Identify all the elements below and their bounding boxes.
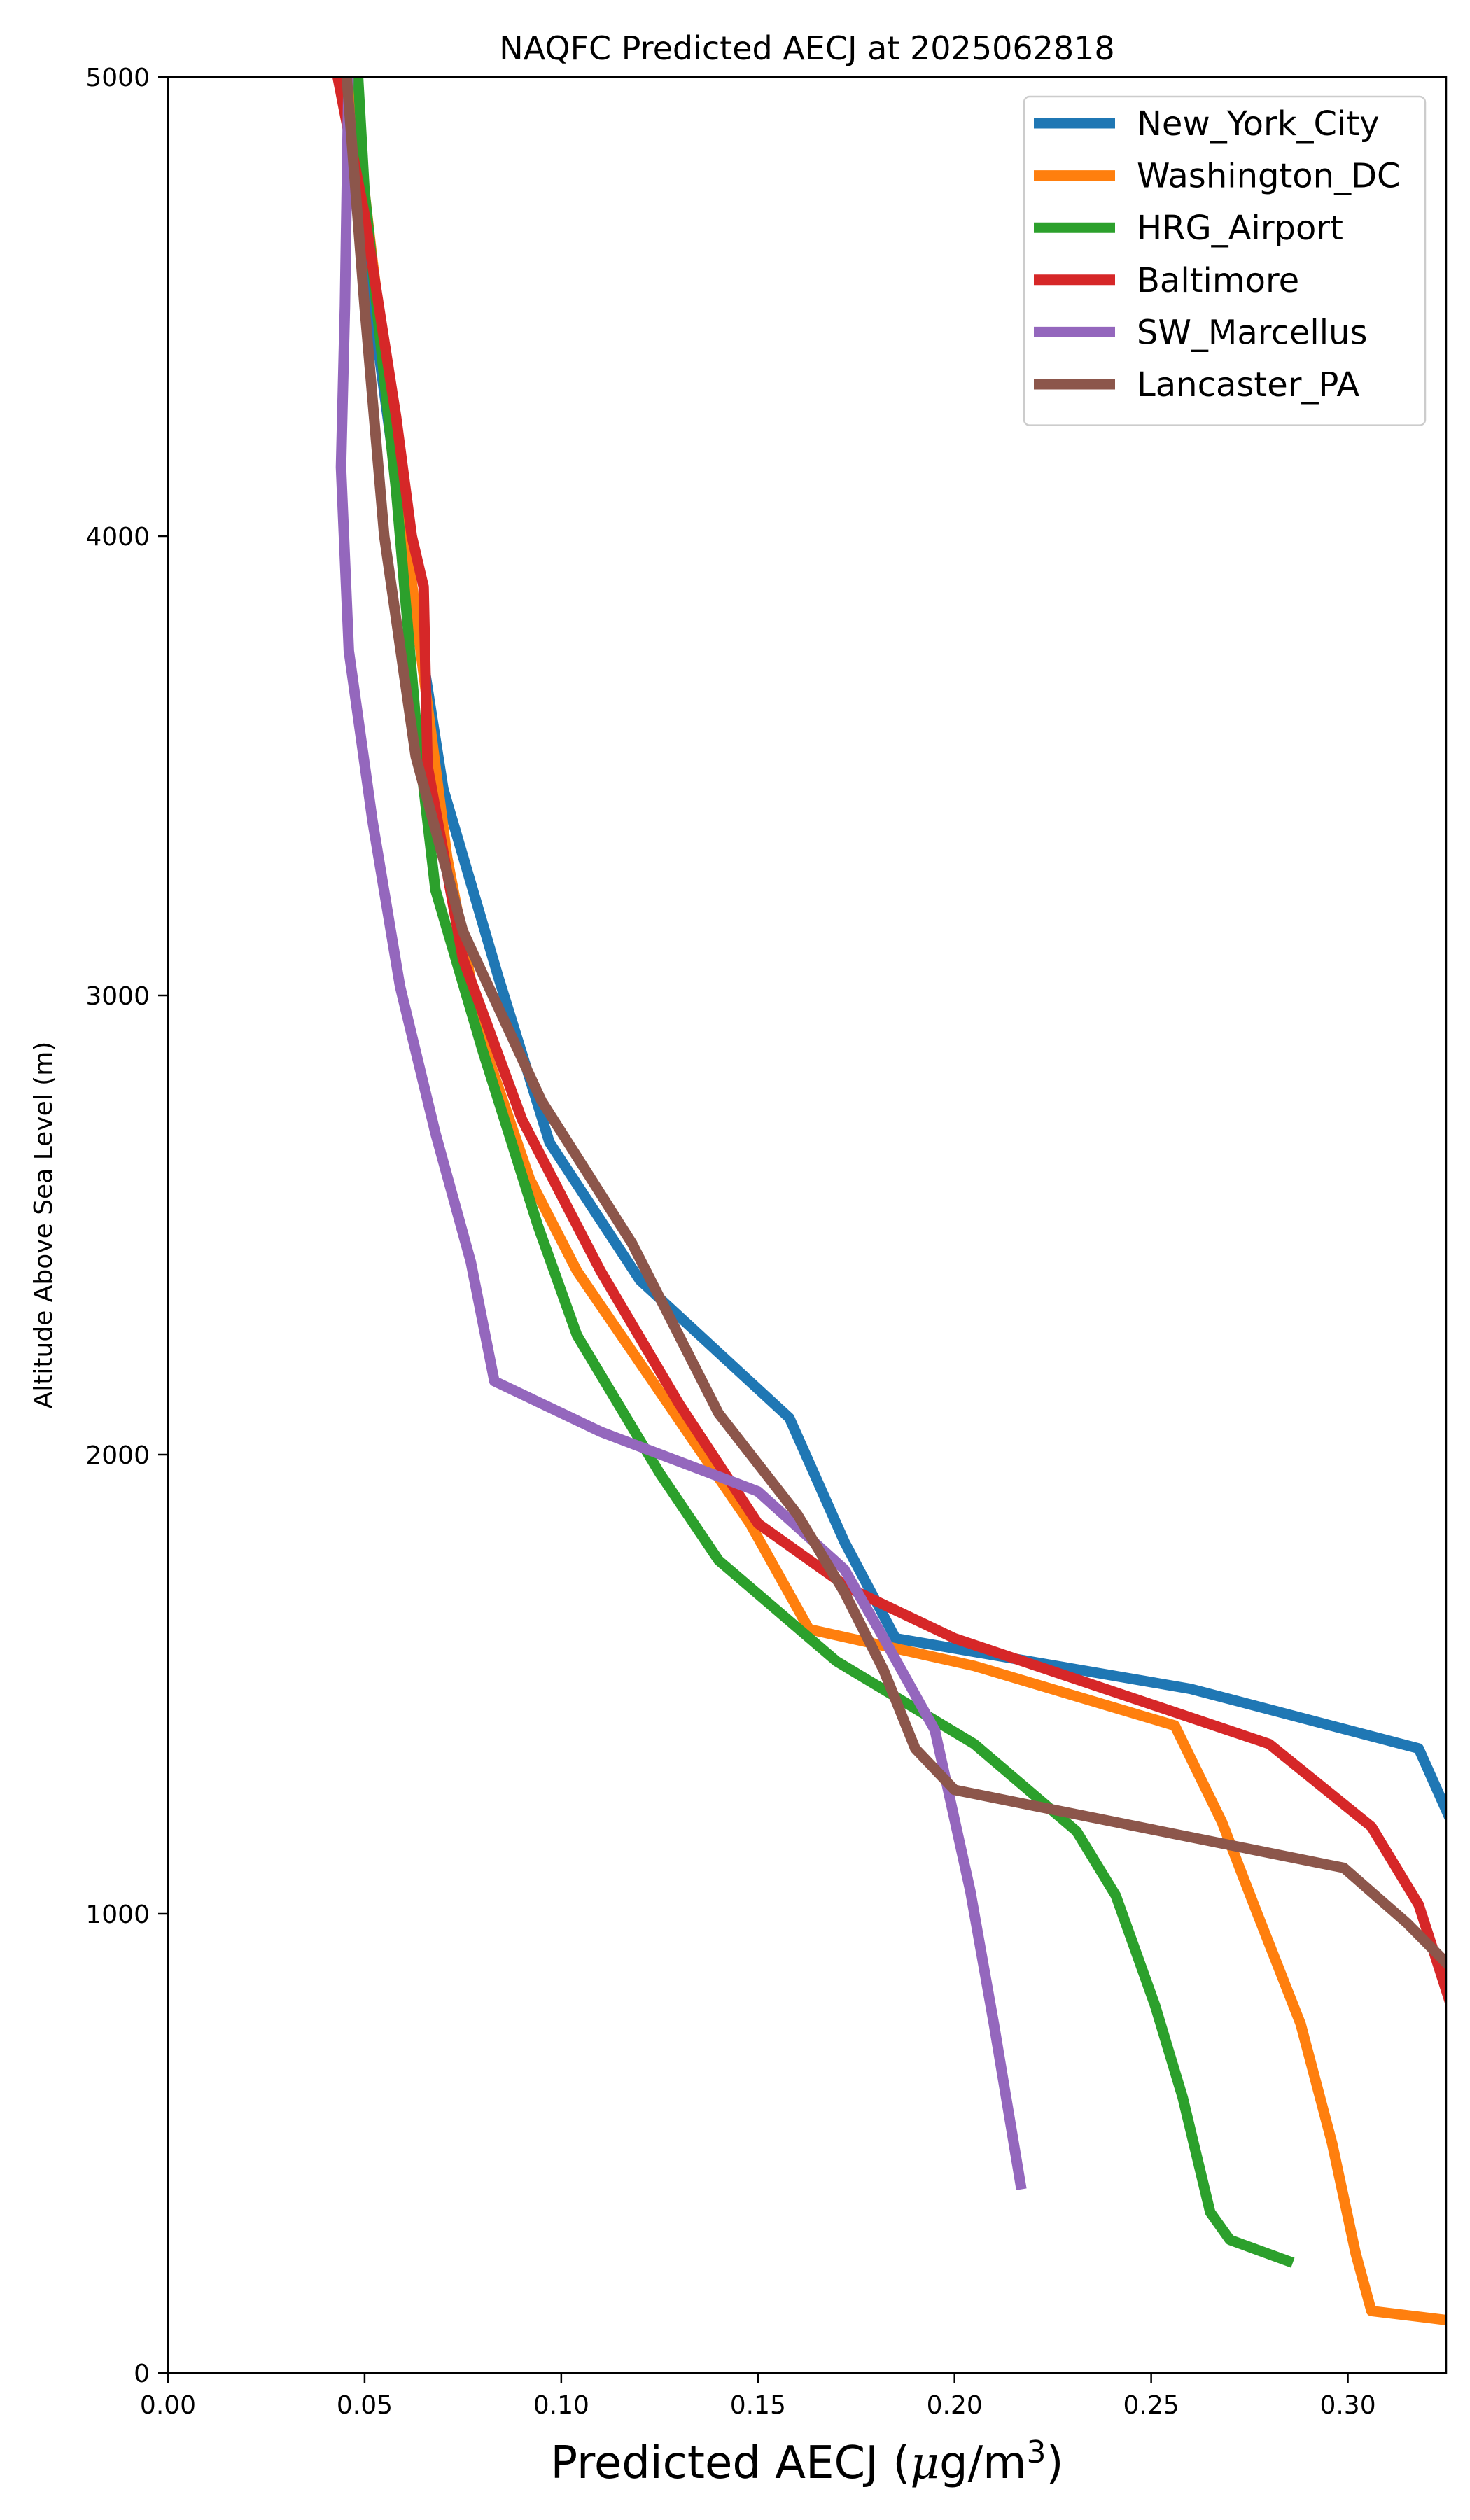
x-axis-label: Predicted AECJ (μg/m3) (551, 2435, 1064, 2489)
x-tick-label: 0.15 (730, 2391, 786, 2420)
x-tick-label: 0.20 (927, 2391, 983, 2420)
y-tick-label: 0 (134, 2360, 150, 2388)
y-tick-label: 4000 (85, 523, 150, 552)
y-axis-label: Altitude Above Sea Level (m) (29, 1042, 58, 1409)
y-tick-label: 1000 (85, 1900, 150, 1929)
legend: New_York_City Washington_DC HRG_Airport Bal… (1023, 95, 1427, 426)
series-group (332, 77, 1446, 2325)
legend-label: Washington_DC (1137, 157, 1401, 196)
legend-frame (1023, 95, 1427, 426)
x-tick-label: 0.00 (140, 2391, 196, 2420)
series-line-baltimore (332, 77, 1446, 2008)
chart-title: NAQFC Predicted AECJ at 2025062818 (499, 29, 1114, 67)
legend-label: Baltimore (1137, 261, 1299, 300)
plot-frame (167, 76, 1448, 2374)
x-axis: 0.00 0.05 0.10 0.15 0.20 0.25 0.30 (140, 2373, 1376, 2420)
legend-label: Lancaster_PA (1137, 365, 1359, 405)
y-tick-label: 2000 (85, 1441, 150, 1470)
legend-label: New_York_City (1137, 104, 1380, 144)
y-tick-label: 5000 (85, 64, 150, 92)
x-tick-label: 0.25 (1124, 2391, 1180, 2420)
series-line-lancaster-pa (341, 77, 1446, 1970)
x-tick-label: 0.30 (1320, 2391, 1376, 2420)
legend-label: HRG_Airport (1137, 209, 1343, 248)
series-line-washington-dc (346, 77, 1446, 2325)
x-tick-label: 0.05 (337, 2391, 393, 2420)
y-axis: 0 1000 2000 3000 4000 5000 (85, 64, 168, 2388)
x-tick-label: 0.10 (533, 2391, 589, 2420)
legend-label: SW_Marcellus (1137, 313, 1367, 352)
y-tick-label: 3000 (85, 982, 150, 1011)
